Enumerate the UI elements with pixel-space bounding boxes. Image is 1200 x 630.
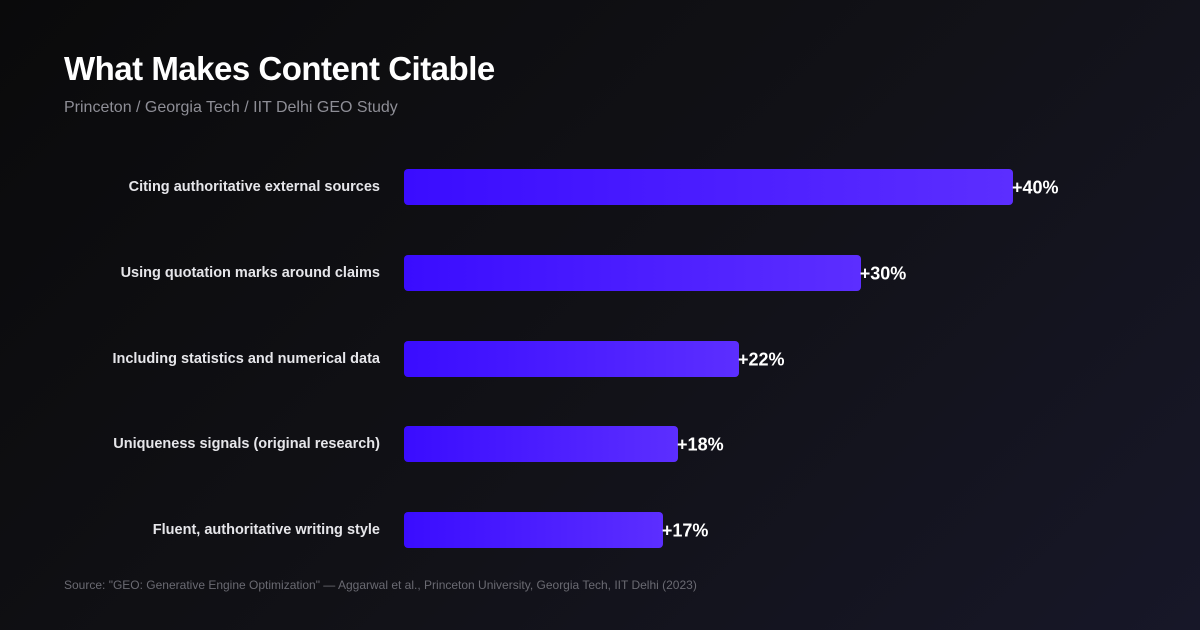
category-label: Uniqueness signals (original research): [113, 436, 380, 453]
data-label: +40%: [1012, 177, 1059, 198]
chart-subtitle: Princeton / Georgia Tech / IIT Delhi GEO…: [64, 99, 398, 116]
bar: [404, 254, 861, 291]
bar: [404, 512, 663, 548]
data-label: +18%: [677, 434, 724, 455]
bar: [404, 340, 739, 377]
data-label: +17%: [661, 520, 709, 541]
category-label: Fluent, authoritative writing style: [152, 522, 380, 538]
bar: [404, 426, 679, 463]
chart-title: What Makes Content Citable: [64, 50, 495, 87]
data-label: +22%: [737, 349, 785, 369]
bar: [404, 169, 1013, 205]
category-label: Citing authoritative external sources: [128, 179, 380, 195]
category-label: Using quotation marks around claims: [120, 264, 380, 281]
category-label: Including statistics and numerical data: [112, 350, 380, 367]
data-label: +30%: [859, 263, 907, 284]
source-note: Source: "GEO: Generative Engine Optimiza…: [64, 578, 697, 592]
